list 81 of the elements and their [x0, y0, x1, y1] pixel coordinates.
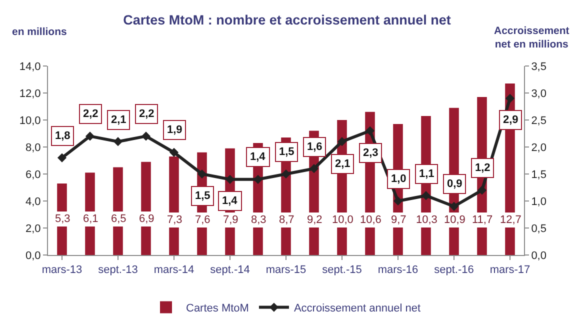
y-tick-label: 12,0	[19, 88, 41, 100]
x-tick-label: sept.-14	[210, 264, 250, 276]
data-label: 6,1	[83, 213, 98, 225]
data-label: 5,3	[55, 213, 70, 225]
point	[253, 174, 263, 184]
legend-label: Accroissement annuel net	[294, 302, 421, 315]
y2-tick-label: 3,5	[531, 60, 546, 73]
point	[449, 202, 459, 211]
x-tick-label: mars-17	[490, 264, 530, 276]
x-tick-label: sept.-13	[98, 264, 138, 276]
data-label: 2,9	[503, 114, 518, 126]
y-tick-label: 14,0	[19, 60, 41, 73]
data-label: 12,7	[500, 214, 522, 226]
data-label: 1,1	[419, 168, 434, 180]
y2-tick-label: 1,5	[531, 168, 546, 181]
y2-tick-label: 1,0	[531, 196, 546, 208]
point	[337, 137, 347, 146]
data-label: 8,7	[279, 214, 294, 226]
x-tick-label: sept.-15	[322, 264, 362, 276]
data-label: 8,3	[251, 214, 266, 226]
data-label: 1,4	[250, 151, 266, 163]
y2-axis-title: Accroissement net en millions	[494, 25, 570, 51]
point	[57, 153, 67, 162]
point	[309, 164, 319, 174]
x-tick-label: mars-15	[266, 264, 306, 276]
data-label: 10,0	[332, 214, 354, 226]
y-tick-label: 4,0	[26, 196, 41, 208]
data-label: 2,3	[363, 147, 378, 159]
data-label: 7,6	[195, 214, 210, 226]
y-tick-label: 10,0	[19, 114, 41, 127]
point	[113, 137, 123, 146]
data-label: 10,3	[416, 214, 438, 226]
data-label: 9,7	[391, 214, 406, 226]
data-label: 2,2	[139, 108, 154, 120]
point	[365, 126, 375, 136]
point	[225, 174, 235, 184]
data-label: 7,9	[223, 214, 238, 226]
data-label: 10,9	[444, 214, 466, 226]
point	[85, 132, 95, 141]
data-label: 10,6	[360, 214, 382, 226]
y-tick-label: 8,0	[26, 142, 41, 154]
data-label: 2,2	[83, 108, 98, 120]
point	[169, 148, 179, 157]
x-tick-label: sept.-16	[434, 264, 474, 276]
point	[505, 94, 515, 103]
point	[141, 132, 151, 141]
y2-tick-label: 0,0	[531, 250, 546, 262]
point	[197, 169, 207, 179]
data-label: 2,1	[335, 158, 350, 170]
y-tick-label: 2,0	[26, 222, 41, 235]
point	[477, 186, 487, 195]
x-tick-label: mars-13	[42, 264, 82, 276]
data-label: 1,9	[167, 124, 182, 136]
data-label: 1,4	[222, 195, 238, 207]
data-label: 1,0	[391, 173, 406, 185]
point	[393, 196, 403, 206]
data-label: 1,5	[279, 146, 294, 158]
data-label: 1,6	[307, 141, 322, 153]
y2-tick-label: 2,0	[531, 142, 546, 154]
y-tick-label: 6,0	[26, 168, 41, 181]
data-label: 1,8	[55, 130, 70, 142]
y-axis-title: en millions	[12, 26, 68, 38]
data-label: 2,1	[111, 114, 126, 126]
data-label: 9,2	[307, 214, 322, 226]
data-label: 6,9	[139, 213, 154, 225]
chart-title: Cartes MtoM : nombre et accroissement annuel net	[123, 12, 452, 28]
y-tick-label: 0,0	[26, 250, 41, 262]
data-label: 6,5	[111, 213, 126, 225]
legend-label: Cartes MtoM	[186, 302, 249, 315]
data-label: 1,2	[475, 162, 490, 174]
data-label: 11,7	[472, 214, 493, 226]
y2-tick-label: 3,0	[531, 88, 546, 100]
x-tick-label: mars-14	[154, 264, 194, 276]
data-label: 7,3	[167, 214, 182, 226]
x-tick-label: mars-16	[378, 264, 418, 276]
data-label: 0,9	[447, 178, 462, 190]
point	[421, 191, 431, 200]
y2-tick-label: 0,5	[531, 222, 546, 235]
point	[281, 169, 291, 179]
data-label: 1,5	[195, 190, 210, 202]
y2-tick-label: 2,5	[531, 114, 546, 127]
